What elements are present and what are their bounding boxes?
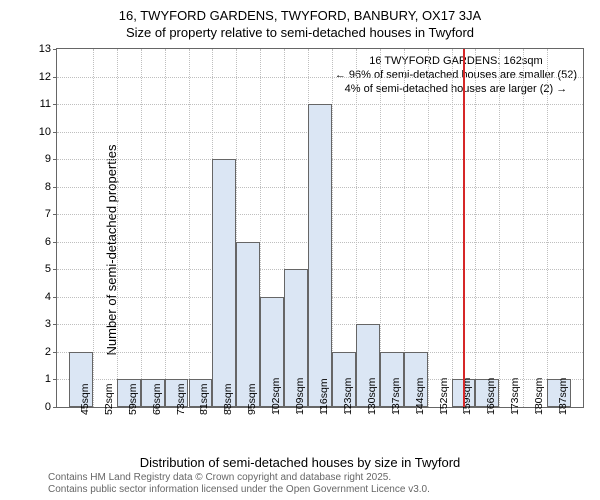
ytick-label: 2 xyxy=(27,346,51,358)
ytick-mark xyxy=(53,214,57,215)
ytick-label: 11 xyxy=(27,98,51,110)
grid-line-v xyxy=(165,49,166,407)
grid-line-v xyxy=(428,49,429,407)
attribution-line-1: Contains HM Land Registry data © Crown c… xyxy=(48,472,430,484)
grid-line-v xyxy=(475,49,476,407)
ytick-mark xyxy=(53,159,57,160)
attribution: Contains HM Land Registry data © Crown c… xyxy=(48,472,430,496)
grid-line-v xyxy=(523,49,524,407)
ytick-label: 1 xyxy=(27,373,51,385)
grid-line-v xyxy=(117,49,118,407)
ytick-label: 13 xyxy=(27,43,51,55)
chart-title-1: 16, TWYFORD GARDENS, TWYFORD, BANBURY, O… xyxy=(0,8,600,23)
ytick-mark xyxy=(53,132,57,133)
ytick-mark xyxy=(53,297,57,298)
annotation-larger: 4% of semi-detached houses are larger (2… xyxy=(335,83,577,97)
ytick-label: 5 xyxy=(27,263,51,275)
grid-line-v xyxy=(499,49,500,407)
ytick-mark xyxy=(53,407,57,408)
grid-line-v xyxy=(452,49,453,407)
ytick-mark xyxy=(53,324,57,325)
grid-line-v xyxy=(141,49,142,407)
ytick-mark xyxy=(53,269,57,270)
x-axis-label: Distribution of semi-detached houses by … xyxy=(0,455,600,470)
grid-line-v xyxy=(547,49,548,407)
chart-container: 16, TWYFORD GARDENS, TWYFORD, BANBURY, O… xyxy=(0,0,600,500)
ytick-label: 0 xyxy=(27,401,51,413)
ytick-label: 9 xyxy=(27,153,51,165)
ytick-label: 7 xyxy=(27,208,51,220)
ytick-label: 10 xyxy=(27,126,51,138)
ytick-label: 3 xyxy=(27,318,51,330)
chart-title-2: Size of property relative to semi-detach… xyxy=(0,25,600,40)
annotation-title: 16 TWYFORD GARDENS: 162sqm xyxy=(335,55,577,69)
ytick-label: 12 xyxy=(27,71,51,83)
ytick-label: 8 xyxy=(27,181,51,193)
grid-line-v xyxy=(93,49,94,407)
plot-area: 16 TWYFORD GARDENS: 162sqm ← 96% of semi… xyxy=(56,48,584,408)
ytick-mark xyxy=(53,187,57,188)
bar xyxy=(308,104,332,407)
ytick-mark xyxy=(53,77,57,78)
ytick-mark xyxy=(53,104,57,105)
attribution-line-2: Contains public sector information licen… xyxy=(48,484,430,496)
ytick-mark xyxy=(53,352,57,353)
grid-line-h xyxy=(57,77,583,78)
ytick-mark xyxy=(53,242,57,243)
ytick-label: 4 xyxy=(27,291,51,303)
marker-line xyxy=(463,49,465,407)
grid-line-v xyxy=(189,49,190,407)
ytick-label: 6 xyxy=(27,236,51,248)
bar xyxy=(212,159,236,407)
ytick-mark xyxy=(53,49,57,50)
title-block: 16, TWYFORD GARDENS, TWYFORD, BANBURY, O… xyxy=(0,8,600,40)
ytick-mark xyxy=(53,379,57,380)
